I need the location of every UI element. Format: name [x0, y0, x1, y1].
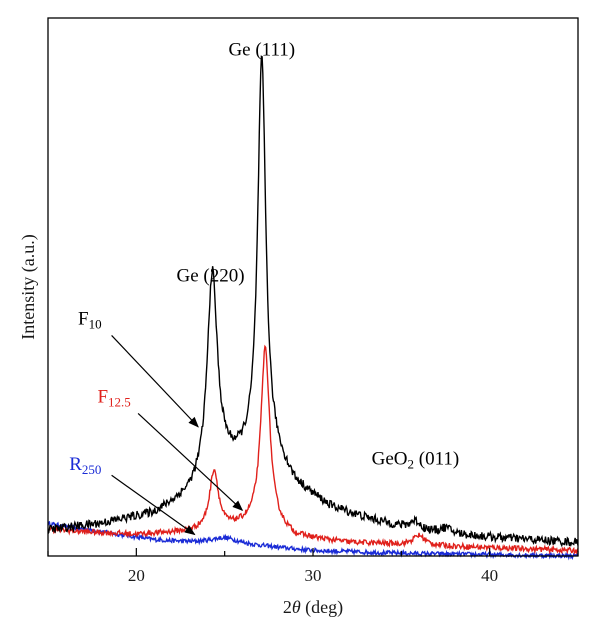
x-tick-label: 40: [481, 566, 498, 585]
peak-label-geo: GeO2 (011): [372, 449, 460, 472]
arrow-r250: [111, 474, 196, 536]
axis-ticks: 20 30 40: [47, 548, 579, 585]
x-axis-title-symbol: θ: [292, 597, 301, 617]
x-tick-label: 30: [305, 566, 322, 585]
peak-label-ge-111: Ge (111): [228, 40, 295, 61]
arrow-f12-5: [137, 412, 244, 512]
x-tick-label: 20: [128, 566, 145, 585]
label-f10: F10: [78, 309, 102, 332]
series-line-f12-5: [47, 344, 579, 555]
series-curves: [47, 55, 579, 561]
series-line-f10: [47, 55, 579, 548]
label-f12-5: F12.5: [97, 387, 130, 410]
peak-label-ge-220: Ge (220): [177, 266, 245, 287]
arrow-f10: [111, 335, 199, 428]
x-axis-title-suffix: (deg): [301, 597, 343, 618]
x-axis-title-prefix: 2: [283, 597, 292, 617]
plot-frame: [47, 17, 579, 557]
y-axis-title: Intensity (a.u.): [18, 234, 39, 339]
x-axis-title: 2θ (deg): [283, 597, 343, 618]
annotations: Ge (111) Ge (220) GeO2 (011) F10 F12.5 R250: [69, 40, 460, 536]
label-r250: R250: [69, 454, 101, 477]
